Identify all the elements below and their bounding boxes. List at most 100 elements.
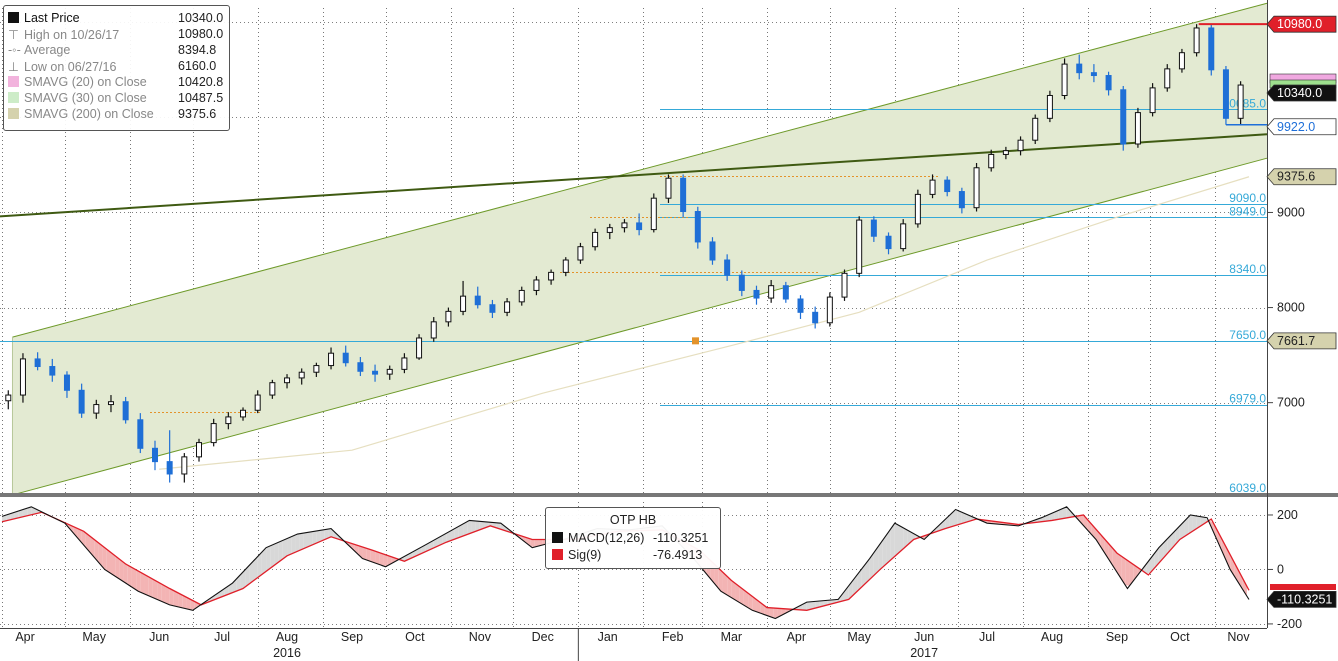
macd-hist-fill [73,526,78,538]
candle-body [621,222,628,229]
candle-body [1222,69,1229,119]
sma200-label: 9375.6 [1266,168,1337,186]
macd-hist-fill [387,555,392,566]
candle-body [1178,52,1185,70]
legend-label: SMAVG (30) on Close [24,91,147,105]
month-label: Nov [1227,630,1250,644]
macd-hist-fill [1121,556,1126,586]
candle-body [1002,150,1009,155]
level-label: 7661.7 [1266,332,1337,350]
macd-hist-fill [370,549,376,564]
macd-hist-fill [458,523,464,538]
macd-hist-fill [152,579,158,600]
macd-hist-fill [182,595,187,609]
macd-tick-label: 200 [1277,508,1298,522]
macd-hist-fill [94,539,99,563]
year-label: 2016 [273,646,301,660]
candle-body [1237,84,1244,119]
macd-hist-fill [530,538,535,548]
year-label: 2017 [910,646,938,660]
legend-value: -110.3251 [653,531,709,545]
macd-hist-fill [764,605,770,617]
macd-hist-fill [1129,561,1134,586]
candle-body [1164,68,1171,89]
red-square-icon [552,549,563,560]
candle-body [738,274,745,291]
candle-body [5,394,12,402]
candle-body [782,285,789,300]
legend-sma20: SMAVG (20) on Close 10420.8 [8,75,223,91]
legend-label: Last Price [24,11,80,25]
macd-hist-fill [899,525,904,553]
macd-hist-fill [1158,543,1164,564]
macd-hist-fill [442,533,447,545]
candle-body [181,456,188,475]
candle-body [372,370,379,375]
candle-body [254,394,261,411]
macd-hist-fill [433,537,438,548]
black-square-icon [552,532,563,543]
macd-hist-fill [1238,570,1243,590]
macd-hist-fill [90,536,95,558]
legend-sma30: SMAVG (30) on Close 10487.5 [8,91,223,107]
macd-hist-fill [333,530,338,539]
macd-hist-fill [266,545,271,572]
legend-label: SMAVG (20) on Close [24,75,147,89]
macd-hist-fill [454,526,459,540]
candle-body [313,365,320,373]
signal-tag [1270,584,1336,590]
month-label: Apr [787,630,806,644]
legend-value: 10420.8 [178,75,224,89]
macd-hist-fill [6,513,11,521]
macd-hist-fill [253,556,258,581]
macd-hist-fill [169,588,174,606]
macd-hist-fill [873,546,879,576]
macd-hist-fill [886,529,891,564]
macd-hist-fill [362,546,367,561]
macd-hist-fill [148,576,153,598]
trend-line [0,133,1268,218]
macd-hist-fill [446,530,451,543]
candle-body [870,219,877,237]
month-label: May [82,630,106,644]
macd-hist-fill [375,551,380,565]
macd-legend-macd: MACD(12,26) -110.3251 [552,531,708,545]
macd-hist-fill [1100,534,1105,553]
candle-body [240,409,247,418]
macd-hist-fill [810,601,816,610]
legend-label: SMAVG (200) on Close [24,107,154,121]
macd-hist-fill [798,604,803,611]
macd-hist-fill [1154,547,1159,568]
candle-body [885,235,892,250]
macd-hist-fill [383,554,388,566]
candle-body [636,222,643,231]
macd-hist-fill [722,572,728,596]
month-label: Jan [598,630,618,644]
candle-body [107,401,114,406]
candle-body [753,289,760,299]
candle-body [988,153,995,169]
macd-hist-fill [257,552,262,578]
macd-hist-fill [714,564,719,589]
tan-square-icon [8,108,19,119]
macd-hist-fill [1221,538,1226,561]
macd-hist-fill [178,592,183,608]
macd-hist-fill [878,540,883,572]
macd-hist-fill [882,534,887,568]
macd-hist-fill [354,544,359,555]
high-label: 10980.0 [1266,15,1337,33]
macd-hist-fill [98,542,103,568]
macd-tick-label: -200 [1277,617,1302,631]
macd-hist-fill [748,593,753,611]
macd-hist-fill [115,555,120,579]
label-text: 10340.0 [1277,86,1322,100]
macd-hist-fill [752,596,757,612]
month-label: Sep [1106,630,1128,644]
month-label: Mar [721,630,743,644]
month-label: Jul [979,630,995,644]
candle-body [1061,63,1068,96]
candle-body [1090,72,1097,77]
macd-hist-fill [328,528,334,538]
macd-hist-fill [731,580,736,601]
